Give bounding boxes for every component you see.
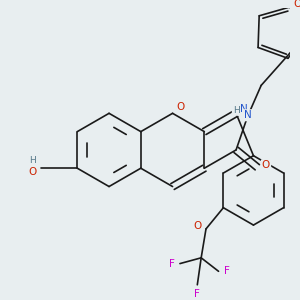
Text: F: F bbox=[169, 259, 175, 269]
Text: O: O bbox=[262, 160, 270, 170]
Text: F: F bbox=[224, 266, 230, 276]
Text: N: N bbox=[244, 110, 251, 120]
Text: O: O bbox=[293, 0, 300, 9]
Text: N: N bbox=[240, 104, 248, 115]
Text: O: O bbox=[29, 167, 37, 177]
Text: H: H bbox=[29, 156, 36, 165]
Text: F: F bbox=[194, 290, 200, 299]
Text: H: H bbox=[233, 106, 239, 115]
Text: O: O bbox=[176, 102, 184, 112]
Text: O: O bbox=[193, 221, 201, 231]
